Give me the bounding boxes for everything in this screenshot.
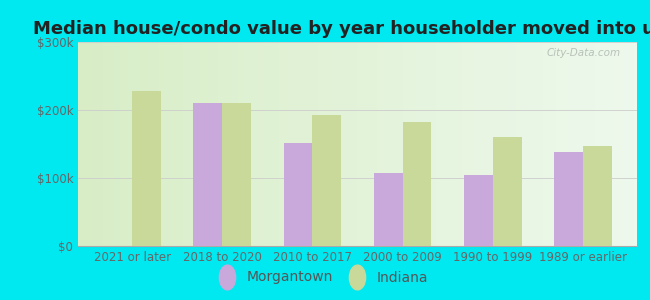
Ellipse shape xyxy=(350,265,366,290)
Bar xyxy=(464,175,493,246)
Bar xyxy=(554,152,583,246)
Bar xyxy=(402,122,432,246)
Bar xyxy=(283,142,313,246)
Bar xyxy=(374,172,402,246)
Text: Indiana: Indiana xyxy=(377,271,428,284)
Bar xyxy=(222,103,251,246)
Bar xyxy=(583,146,612,246)
Text: City-Data.com: City-Data.com xyxy=(546,48,620,58)
Bar xyxy=(132,91,161,246)
Bar xyxy=(194,103,222,246)
Text: Morgantown: Morgantown xyxy=(247,271,333,284)
Bar xyxy=(493,137,521,246)
Bar xyxy=(313,116,341,246)
Ellipse shape xyxy=(219,265,235,290)
Title: Median house/condo value by year householder moved into unit: Median house/condo value by year househo… xyxy=(32,20,650,38)
